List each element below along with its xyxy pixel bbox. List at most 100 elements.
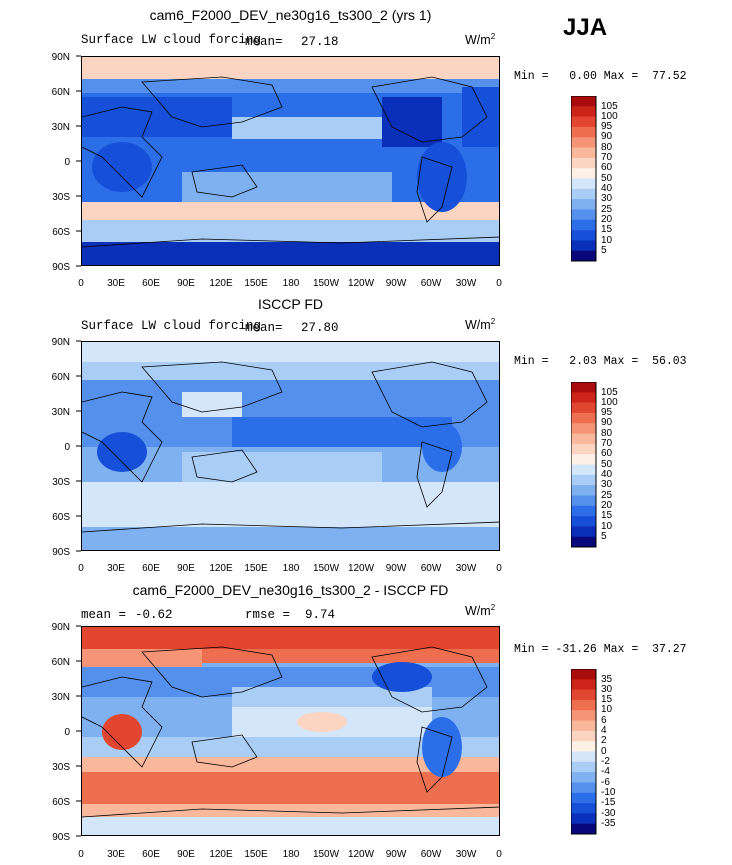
p1-cb-swatch-9 (571, 188, 596, 200)
panel2-axes: 90N 60N 30N 0 30S 60S 90S 0 30E 60E 90E … (52, 337, 503, 574)
panel2-mean-label: mean= (245, 321, 283, 335)
p1-cb-swatch-5 (571, 147, 596, 159)
p3-ytick-30n: 30N (52, 692, 70, 703)
p2-xtick-120w: 120W (348, 563, 375, 574)
p1-cb-label-100: 100 (601, 111, 618, 122)
panel2-mean-value: 27.80 (301, 321, 339, 335)
p1-ytick-60n: 60N (52, 87, 70, 98)
p1-cb-swatch-13 (571, 230, 596, 241)
p2-cb-swatch-15 (571, 536, 596, 548)
p3-cb-swatch-12 (571, 792, 596, 804)
p1-xtick-30w: 30W (456, 278, 477, 289)
panel1-colorbar: 105 100 95 90 80 70 60 50 40 30 25 20 15… (571, 96, 618, 262)
p2-xtick-0: 0 (78, 563, 84, 574)
p3-cb-label-6: 6 (601, 715, 607, 726)
p1-xtick-0b: 0 (496, 278, 502, 289)
panel1-subtitle: Surface LW cloud forcing (81, 33, 262, 47)
p2-cb-swatch-11 (571, 495, 596, 507)
p2-cb-label-5: 5 (601, 531, 607, 542)
p3-ytick-90n: 90N (52, 622, 70, 633)
p2-ytick-0: 0 (64, 442, 70, 453)
p3-cb-swatch-14 (571, 813, 596, 824)
p3-xtick-150e: 150E (244, 849, 268, 860)
p3-cb-label-neg6: -6 (601, 777, 610, 788)
p3-xtick-90e: 90E (177, 849, 195, 860)
panel2-colorbar: 105 100 95 90 80 70 60 50 40 30 25 20 15… (571, 382, 618, 548)
p1-cb-label-40: 40 (601, 183, 613, 194)
panel3-map (81, 626, 500, 836)
p2-cb-label-10: 10 (601, 521, 613, 532)
p1-cb-label-60: 60 (601, 162, 613, 173)
p3-ytick-30s: 30S (52, 762, 70, 773)
p1-cb-swatch-14 (571, 240, 596, 251)
p1-ytick-60s: 60S (52, 227, 70, 238)
p3-xtick-180: 180 (283, 849, 300, 860)
p1-cb-label-5: 5 (601, 245, 607, 256)
p3-xtick-30w: 30W (456, 849, 477, 860)
p1-cb-swatch-2 (571, 116, 596, 128)
p2-cb-label-90: 90 (601, 417, 613, 428)
panel1-mean-label: mean= (245, 35, 283, 49)
p2-ytick-60n: 60N (52, 372, 70, 383)
p1-xtick-90e: 90E (177, 278, 195, 289)
p1-xtick-30e: 30E (107, 278, 125, 289)
p1-cb-label-20: 20 (601, 214, 613, 225)
p3-ytick-60n: 60N (52, 657, 70, 668)
panel3-rmse-value: 9.74 (305, 608, 336, 622)
p1-xtick-120w: 120W (348, 278, 375, 289)
p2-cb-label-100: 100 (601, 397, 618, 408)
p1-xtick-180: 180 (283, 278, 300, 289)
panel3-title: cam6_F2000_DEV_ne30g16_ts300_2 - ISCCP F… (132, 582, 449, 598)
p2-ytick-90n: 90N (52, 337, 70, 348)
p1-cb-swatch-0 (571, 96, 596, 107)
p2-cb-label-40: 40 (601, 469, 613, 480)
p2-cb-swatch-6 (571, 443, 596, 455)
p3-cb-swatch-13 (571, 803, 596, 814)
p1-cb-label-70: 70 (601, 152, 613, 163)
p2-xtick-30w: 30W (456, 563, 477, 574)
p3-cb-swatch-2 (571, 689, 596, 701)
p2-xtick-60e: 60E (142, 563, 160, 574)
p3-cb-swatch-3 (571, 699, 596, 711)
p3-cb-swatch-5 (571, 720, 596, 732)
p2-cb-label-95: 95 (601, 407, 613, 418)
p1-xtick-90w: 90W (386, 278, 407, 289)
p3-xtick-120e: 120E (209, 849, 233, 860)
p1-cb-label-25: 25 (601, 204, 613, 215)
panel1-minmax: Min = 0.00 Max = 77.52 (514, 70, 687, 83)
p1-cb-swatch-6 (571, 157, 596, 169)
p3-ytick-90s: 90S (52, 832, 70, 843)
p1-xtick-120e: 120E (209, 278, 233, 289)
p2-cb-label-70: 70 (601, 438, 613, 449)
p1-cb-swatch-10 (571, 199, 596, 210)
panel2-minmax: Min = 2.03 Max = 56.03 (514, 355, 687, 368)
p3-cb-label-15: 15 (601, 694, 613, 705)
p3-cb-label-0: 0 (601, 746, 607, 757)
p3-cb-swatch-4 (571, 710, 596, 721)
p3-cb-swatch-15 (571, 823, 596, 835)
p1-ytick-90s: 90S (52, 262, 70, 273)
panel1-mean-value: 27.18 (301, 35, 339, 49)
p1-xtick-60e: 60E (142, 278, 160, 289)
p2-ytick-30n: 30N (52, 407, 70, 418)
p1-cb-label-95: 95 (601, 121, 613, 132)
p3-cb-swatch-9 (571, 761, 596, 773)
p3-xtick-60w: 60W (421, 849, 442, 860)
p1-cb-swatch-3 (571, 126, 596, 138)
p3-cb-label-neg35: -35 (601, 818, 616, 829)
p3-xtick-0: 0 (78, 849, 84, 860)
p2-xtick-90e: 90E (177, 563, 195, 574)
p2-cb-label-50: 50 (601, 459, 613, 470)
p2-cb-swatch-13 (571, 516, 596, 527)
p1-xtick-0: 0 (78, 278, 84, 289)
p2-xtick-120e: 120E (209, 563, 233, 574)
p3-cb-swatch-6 (571, 730, 596, 742)
p1-cb-swatch-1 (571, 106, 596, 117)
p2-cb-label-60: 60 (601, 448, 613, 459)
p1-xtick-60w: 60W (421, 278, 442, 289)
panel1-units: W/m2 (465, 32, 496, 48)
p1-ytick-30s: 30S (52, 192, 70, 203)
p2-xtick-30e: 30E (107, 563, 125, 574)
p1-cb-swatch-4 (571, 137, 596, 148)
p2-cb-swatch-7 (571, 454, 596, 465)
